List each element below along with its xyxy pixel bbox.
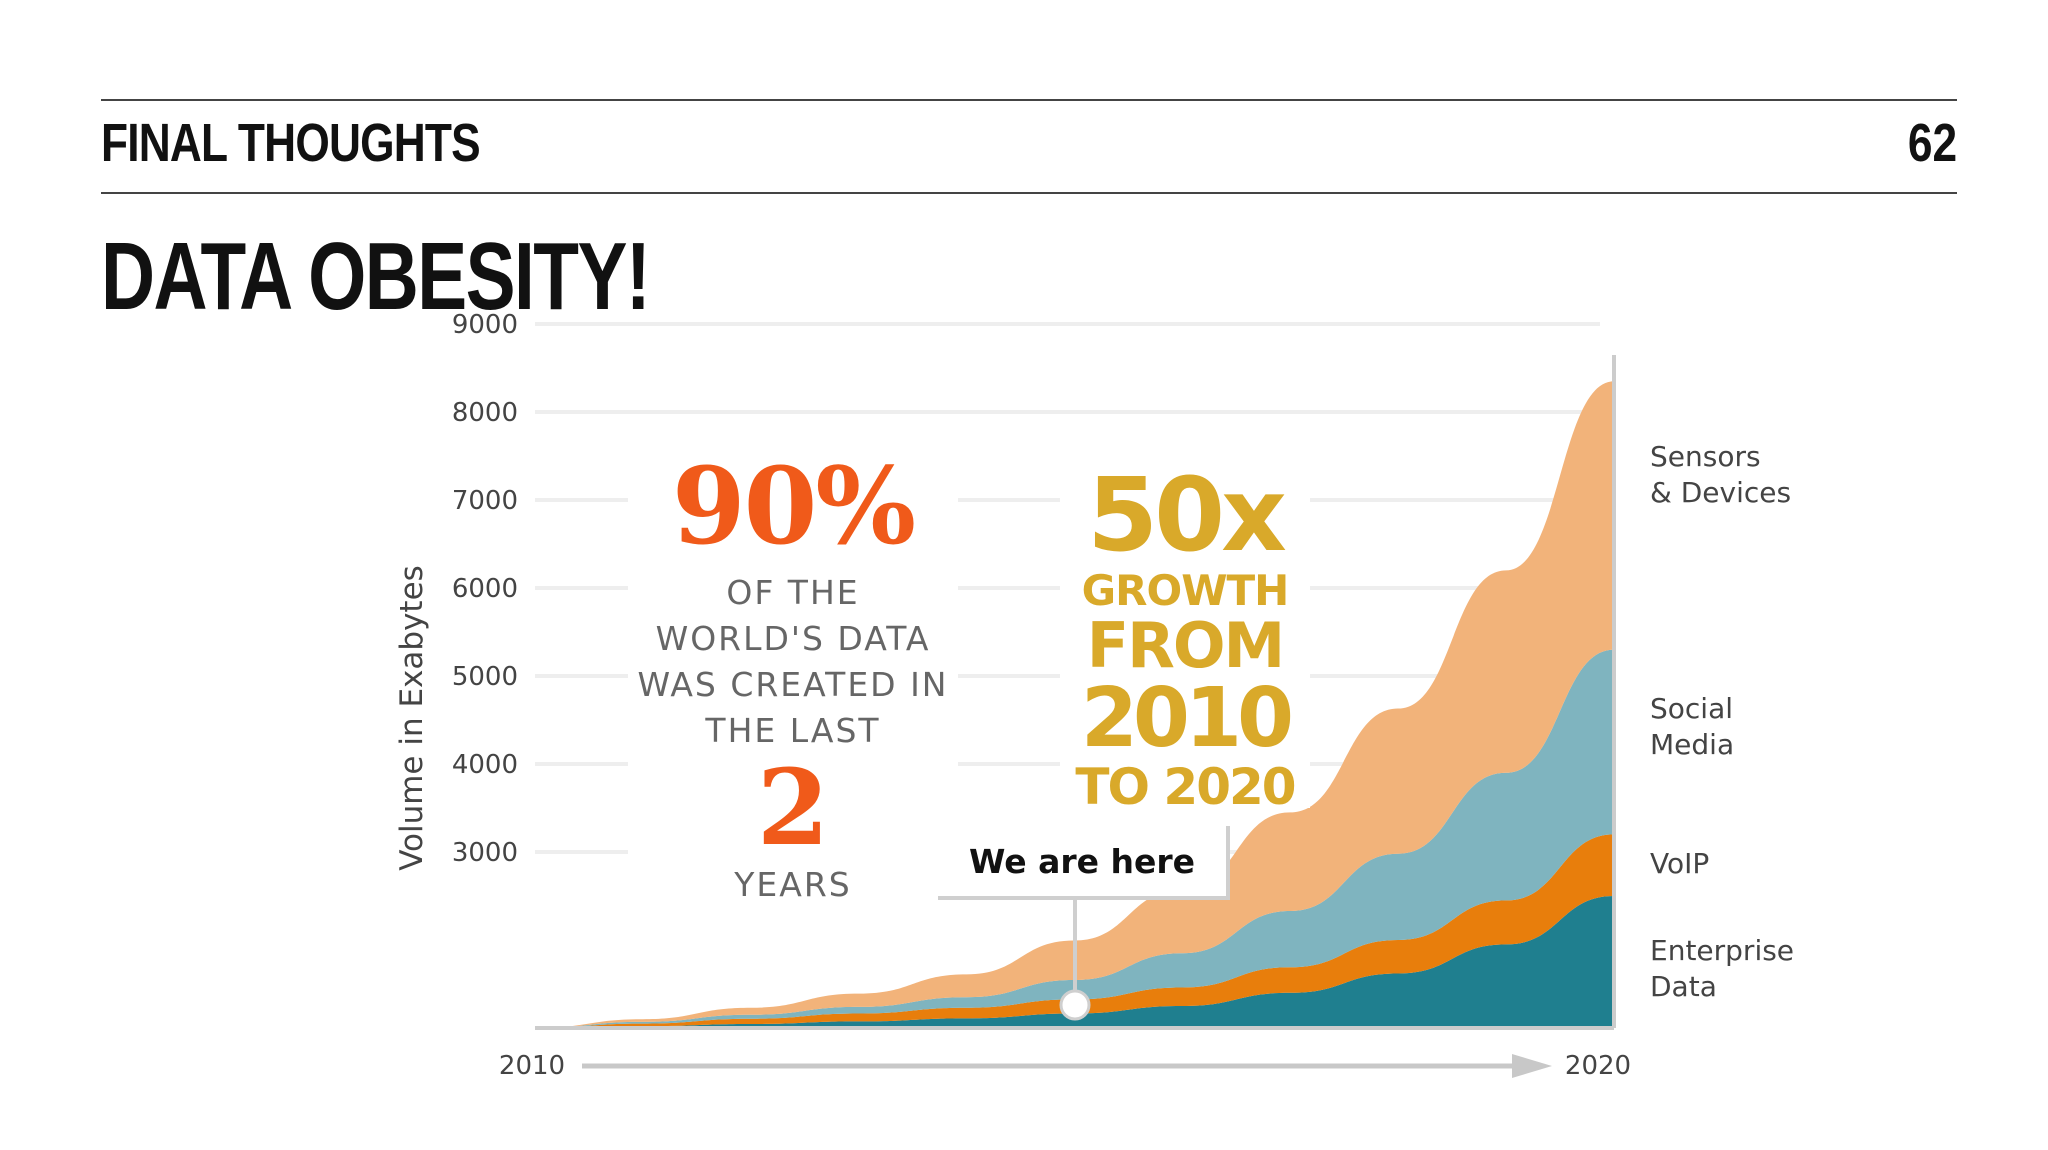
x-start-label: 2010 xyxy=(499,1051,565,1081)
stat-50x-line-2: FROM xyxy=(1086,609,1286,682)
x-axis-arrow-head xyxy=(1512,1054,1552,1078)
series-label: & Devices xyxy=(1650,476,1791,509)
y-tick-label: 8000 xyxy=(452,398,518,428)
stat-90-line-2: WORLD'S DATA xyxy=(655,619,931,658)
stat-90-big: 90% xyxy=(671,443,916,568)
page-number: 62 xyxy=(1907,113,1957,173)
stat-90-block: 90% OF THE WORLD'S DATA WAS CREATED IN T… xyxy=(628,440,958,904)
stat-50x-line-1: GROWTH xyxy=(1081,566,1290,615)
we-are-here-marker xyxy=(1059,989,1091,1021)
y-tick-label: 5000 xyxy=(452,662,518,692)
stat-90-number: 2 xyxy=(756,746,830,869)
series-label: Enterprise xyxy=(1650,934,1794,967)
stat-50x-block: 50x GROWTH FROM 2010 TO 2020 xyxy=(1060,456,1310,814)
y-axis-title: Volume in Exabytes xyxy=(394,565,430,871)
x-end-label: 2020 xyxy=(1565,1051,1631,1081)
section-title: FINAL THOUGHTS xyxy=(101,113,481,173)
series-label: Sensors xyxy=(1650,440,1761,473)
stat-50x-year: 2010 xyxy=(1080,671,1294,766)
area-enterprise-data xyxy=(535,896,1614,1028)
area-sensors-devices xyxy=(535,381,1614,1028)
area-social-media xyxy=(535,649,1614,1028)
series-label: Data xyxy=(1650,970,1717,1003)
we-are-here-label: We are here xyxy=(968,841,1196,881)
header-rule xyxy=(101,192,1957,194)
y-tick-label: 4000 xyxy=(452,750,518,780)
y-tick-label: 6000 xyxy=(452,574,518,604)
y-tick-label: 9000 xyxy=(452,310,518,340)
top-rule xyxy=(101,99,1957,101)
stat-90-line-3: WAS CREATED IN xyxy=(637,665,949,704)
stat-90-unit: YEARS xyxy=(734,865,852,904)
stat-50x-big: 50x xyxy=(1087,456,1287,575)
y-tick-label: 3000 xyxy=(452,838,518,868)
slide-title: DATA OBESITY! xyxy=(101,223,651,330)
y-tick-label: 7000 xyxy=(452,486,518,516)
we-are-here-callout: We are here xyxy=(938,826,1230,900)
series-label: Media xyxy=(1650,728,1734,761)
series-label: VoIP xyxy=(1650,847,1709,880)
area-voip xyxy=(535,834,1614,1028)
stat-90-line-4: THE LAST xyxy=(705,711,881,750)
stat-90-line-1: OF THE xyxy=(726,573,860,612)
series-label: Social xyxy=(1650,692,1733,725)
stat-50x-to: TO 2020 xyxy=(1075,758,1296,816)
